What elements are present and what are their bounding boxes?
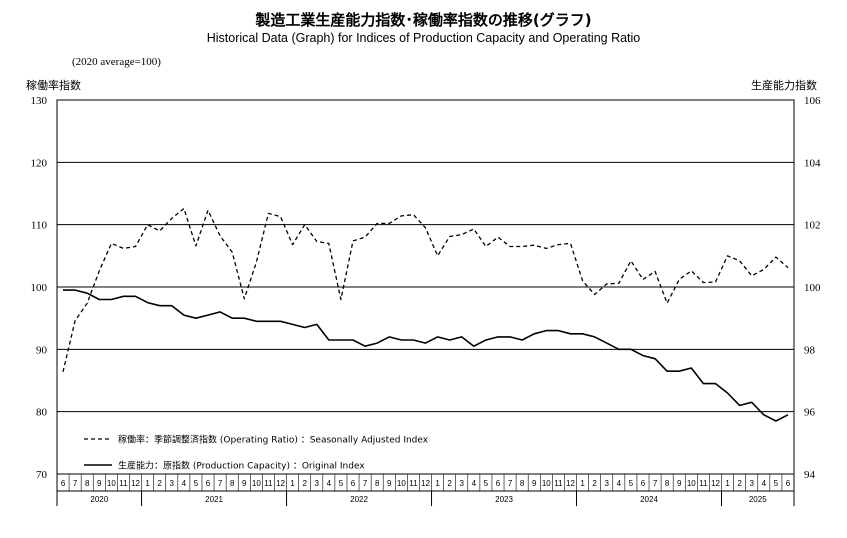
month-tick-label: 9 <box>387 479 392 488</box>
left-tick-label: 100 <box>31 282 48 294</box>
month-tick-label: 8 <box>520 479 525 488</box>
month-tick-label: 8 <box>85 479 90 488</box>
month-tick-label: 6 <box>496 479 501 488</box>
right-tick-label: 98 <box>804 344 816 356</box>
year-label: 2024 <box>640 495 658 504</box>
month-tick-label: 4 <box>762 479 767 488</box>
month-tick-label: 1 <box>725 479 730 488</box>
month-tick-label: 7 <box>653 479 658 488</box>
month-tick-label: 7 <box>218 479 223 488</box>
base-year-note: (2020 average=100) <box>72 56 161 68</box>
month-tick-label: 9 <box>532 479 537 488</box>
month-tick-label: 9 <box>242 479 247 488</box>
operating-ratio-line <box>62 207 789 372</box>
month-tick-label: 5 <box>629 479 634 488</box>
year-label: 2020 <box>90 495 108 504</box>
month-tick-label: 5 <box>194 479 199 488</box>
month-tick-label: 2 <box>302 479 307 488</box>
month-tick-label: 5 <box>339 479 344 488</box>
month-tick-label: 6 <box>206 479 211 488</box>
month-tick-label: 3 <box>749 479 754 488</box>
month-tick-label: 2 <box>157 479 162 488</box>
month-tick-label: 2 <box>592 479 597 488</box>
left-tick-label: 80 <box>36 407 48 419</box>
month-tick-label: 3 <box>315 479 320 488</box>
chart-title-en: Historical Data (Graph) for Indices of P… <box>206 31 641 45</box>
month-tick-label: 4 <box>617 479 622 488</box>
year-label: 2023 <box>495 495 513 504</box>
month-tick-label: 9 <box>97 479 102 488</box>
month-tick-label: 8 <box>665 479 670 488</box>
year-label: 2025 <box>749 495 767 504</box>
right-tick-label: 96 <box>804 407 816 419</box>
legend-label: 稼働率：季節調整済指数 (Operating Ratio) ：Seasonall… <box>118 434 429 446</box>
month-tick-label: 6 <box>351 479 356 488</box>
right-tick-label: 106 <box>804 95 821 107</box>
month-tick-label: 4 <box>327 479 332 488</box>
left-tick-label: 110 <box>31 220 48 232</box>
month-tick-label: 12 <box>276 479 285 488</box>
month-tick-label: 11 <box>554 479 563 488</box>
month-tick-label: 11 <box>409 479 418 488</box>
year-label: 2021 <box>205 495 223 504</box>
month-tick-label: 2 <box>737 479 742 488</box>
month-tick-label: 12 <box>566 479 575 488</box>
month-tick-label: 1 <box>580 479 585 488</box>
right-tick-label: 100 <box>804 282 821 294</box>
left-tick-label: 130 <box>31 95 48 107</box>
year-label: 2022 <box>350 495 368 504</box>
month-tick-label: 1 <box>290 479 295 488</box>
month-tick-label: 4 <box>472 479 477 488</box>
month-tick-label: 10 <box>687 479 696 488</box>
plot-frame <box>56 99 795 475</box>
month-tick-label: 7 <box>363 479 368 488</box>
month-tick-label: 11 <box>699 479 708 488</box>
month-tick-label: 11 <box>119 479 128 488</box>
month-tick-label: 8 <box>230 479 235 488</box>
month-tick-label: 1 <box>145 479 150 488</box>
month-tick-label: 6 <box>786 479 791 488</box>
left-axis-label: 稼働率指数 <box>26 79 81 92</box>
month-tick-label: 7 <box>73 479 78 488</box>
legend-label: 生産能力：原指数 (Production Capacity) ：Original… <box>118 460 365 472</box>
chart-title-jp: 製造工業生産能力指数･稼働率指数の推移(グラフ) <box>255 11 592 29</box>
month-tick-label: 12 <box>711 479 720 488</box>
left-tick-label: 90 <box>36 344 48 356</box>
left-tick-label: 120 <box>31 157 48 169</box>
month-tick-label: 5 <box>774 479 779 488</box>
right-tick-label: 104 <box>804 157 821 169</box>
left-tick-label: 70 <box>36 469 48 481</box>
month-tick-label: 10 <box>397 479 406 488</box>
month-tick-label: 5 <box>484 479 489 488</box>
right-tick-label: 102 <box>804 220 821 232</box>
month-tick-label: 9 <box>677 479 682 488</box>
month-tick-label: 12 <box>421 479 430 488</box>
right-axis-label: 生産能力指数 <box>751 79 817 92</box>
month-tick-label: 2 <box>447 479 452 488</box>
month-tick-label: 1 <box>435 479 440 488</box>
month-tick-label: 3 <box>170 479 175 488</box>
month-tick-label: 8 <box>375 479 380 488</box>
month-tick-label: 11 <box>264 479 273 488</box>
right-tick-label: 94 <box>804 469 816 481</box>
month-tick-label: 10 <box>252 479 261 488</box>
month-tick-label: 3 <box>605 479 610 488</box>
month-tick-label: 6 <box>641 479 646 488</box>
month-tick-label: 12 <box>131 479 140 488</box>
month-tick-label: 10 <box>542 479 551 488</box>
month-tick-label: 4 <box>182 479 187 488</box>
production-capacity-line <box>63 289 789 422</box>
month-tick-label: 6 <box>61 479 66 488</box>
month-tick-label: 3 <box>460 479 465 488</box>
month-tick-label: 10 <box>107 479 116 488</box>
month-tick-label: 7 <box>508 479 513 488</box>
